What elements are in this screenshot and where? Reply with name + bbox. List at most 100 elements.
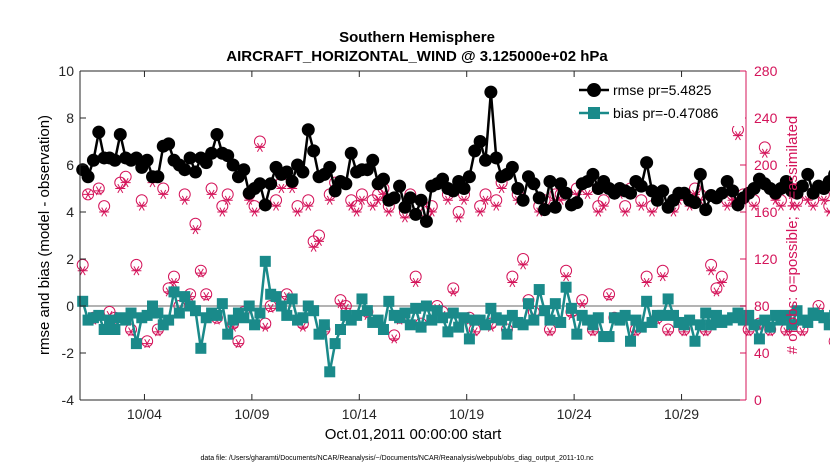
bias-point: [109, 324, 121, 335]
assimilated-obs-marker: [647, 207, 658, 217]
bias-point: [361, 305, 373, 317]
assimilated-obs-marker: [582, 189, 593, 199]
bias-point: [383, 295, 395, 307]
rmse-point: [699, 203, 713, 217]
possible-obs-marker: [194, 264, 207, 277]
assimilated-obs-marker: [115, 183, 126, 194]
assimilated-obs-marker: [544, 327, 555, 337]
rmse-point: [516, 193, 530, 207]
bias-point: [286, 293, 298, 305]
rmse-point: [183, 151, 197, 165]
rmse-point: [86, 153, 100, 167]
possible-obs-marker: [710, 282, 723, 295]
bias-point: [399, 307, 411, 319]
assimilated-obs-marker: [276, 183, 287, 194]
bias-point: [238, 312, 250, 324]
rmse-point: [376, 172, 390, 186]
bias-point: [501, 328, 513, 340]
assimilated-obs-marker: [136, 201, 147, 211]
y-right-tick-label: 120: [754, 251, 778, 267]
x-tick-label: 10/14: [342, 406, 377, 422]
bias-point: [463, 333, 475, 345]
assimilated-obs-marker: [271, 201, 282, 211]
y-tick-label: 4: [66, 204, 74, 220]
x-tick-label: 10/04: [127, 406, 162, 422]
bias-point: [625, 335, 637, 347]
rmse-point: [419, 214, 433, 228]
legend-bias-label: bias pr=-0.47086: [613, 105, 719, 121]
assimilated-obs-marker: [179, 195, 190, 205]
bias-point: [195, 342, 207, 354]
rmse-point: [570, 196, 584, 210]
bias-point: [603, 331, 615, 343]
assimilated-obs-marker: [201, 292, 212, 302]
legend-bias-marker: [588, 107, 600, 119]
bias-point: [657, 309, 669, 321]
assimilated-obs-marker: [636, 201, 647, 211]
bias-point: [318, 319, 330, 331]
possible-obs-marker: [603, 288, 616, 301]
y-right-tick-label: 40: [754, 345, 770, 361]
bias-point: [104, 314, 116, 326]
rmse-point: [693, 167, 707, 181]
y-axis-right-label: # of obs: o=possible; ∗=assimilated: [784, 116, 801, 355]
rmse-point: [795, 179, 809, 193]
assimilated-obs-marker: [373, 195, 384, 205]
rmse-point: [226, 158, 240, 172]
rmse-point: [140, 153, 154, 167]
bias-point: [764, 321, 776, 333]
bias-point: [275, 300, 287, 312]
rmse-point: [178, 163, 192, 177]
rmse-point: [398, 200, 412, 214]
bias-point: [120, 314, 132, 326]
assimilated-obs-marker: [206, 189, 217, 199]
bias-point: [571, 328, 583, 340]
bias-point: [163, 314, 175, 326]
rmse-point: [129, 151, 143, 165]
assimilated-obs-marker: [507, 277, 518, 288]
rmse-point: [280, 165, 294, 179]
assimilated-obs-marker: [131, 266, 142, 276]
bias-point: [227, 314, 239, 326]
x-tick-group: 10/04 10/09 10/14 10/19 10/24 10/29: [127, 71, 699, 422]
rmse-point: [720, 174, 734, 188]
assimilated-obs-marker: [233, 339, 244, 349]
bias-point: [630, 314, 642, 326]
x-tick-label: 10/24: [557, 406, 592, 422]
assimilated-obs-marker: [99, 207, 110, 217]
rmse-point: [237, 163, 251, 177]
bias-point: [270, 291, 282, 303]
rmse-point: [586, 167, 600, 181]
bias-point: [130, 338, 142, 350]
bias-point: [555, 316, 567, 328]
rmse-point: [199, 156, 213, 170]
bias-point: [211, 309, 223, 321]
rmse-point: [726, 184, 740, 198]
bias-point: [125, 307, 137, 319]
bias-point: [539, 305, 551, 317]
rmse-point: [715, 186, 729, 200]
assimilated-obs-marker: [459, 195, 470, 205]
bias-point: [168, 286, 180, 298]
rmse-point: [344, 146, 358, 160]
y-tick-group: -4 -2 0 2 4 6 8 10: [58, 63, 86, 408]
assimilated-obs-marker: [314, 236, 325, 246]
rmse-point: [162, 137, 176, 151]
bias-point: [189, 305, 201, 317]
bias-point: [173, 307, 185, 319]
bias-point: [802, 316, 814, 328]
bias-point: [404, 319, 416, 331]
assimilated-obs-marker: [308, 242, 319, 252]
rmse-series-group: [76, 85, 830, 228]
rmse-point: [511, 182, 525, 195]
bias-point: [437, 312, 449, 324]
rmse-point: [527, 177, 541, 191]
rmse-point: [457, 182, 471, 195]
assimilated-obs-marker: [335, 299, 346, 309]
rmse-point: [640, 156, 654, 170]
possible-obs-marker: [576, 294, 589, 307]
bias-point: [254, 307, 266, 319]
bias-point: [485, 302, 497, 314]
assimilated-obs-marker: [168, 277, 179, 288]
rmse-point: [328, 184, 342, 198]
